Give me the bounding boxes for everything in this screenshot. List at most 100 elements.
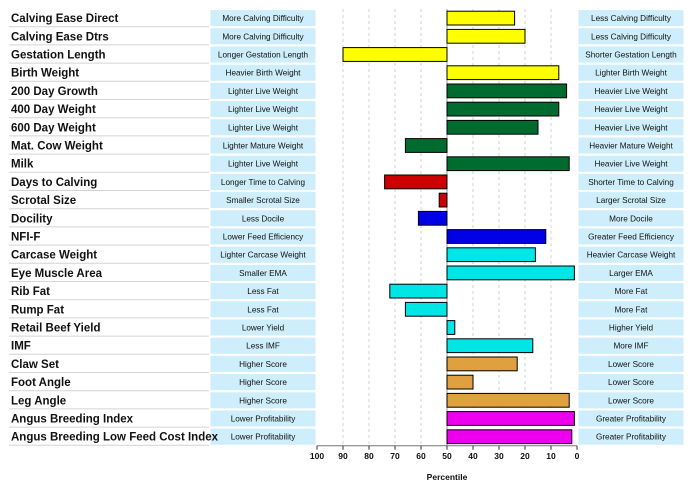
right-descriptor: Heavier Live Weight [594, 87, 668, 96]
left-descriptor-cell [209, 191, 317, 210]
left-descriptor-cell [209, 9, 317, 28]
right-descriptor: Less Calving Difficulty [591, 14, 672, 23]
right-descriptor-cell [577, 191, 685, 210]
left-descriptor: Smaller EMA [239, 269, 287, 278]
tick-label: 40 [468, 451, 478, 461]
left-descriptor: Less Fat [247, 305, 279, 314]
right-descriptor: Heavier Mature Weight [589, 142, 673, 151]
right-descriptor-cell [577, 373, 685, 392]
right-descriptor: More IMF [613, 342, 648, 351]
right-descriptor: Shorter Time to Calving [588, 178, 674, 187]
right-descriptor-cell [577, 300, 685, 319]
trait-row: Angus Breeding Low Feed Cost Index Lower … [9, 427, 685, 446]
tick-label: 30 [494, 451, 504, 461]
percentile-bar [438, 192, 448, 208]
left-descriptor: Lighter Live Weight [228, 105, 299, 114]
right-descriptor-cell [577, 318, 685, 337]
trait-label: Docility [11, 213, 53, 225]
trait-label: Angus Breeding Low Feed Cost Index [11, 432, 219, 444]
percentile-bar [446, 247, 536, 263]
right-descriptor: Lighter Birth Weight [595, 69, 667, 78]
left-descriptor-cell [209, 318, 317, 337]
trait-row: Carcase Weight Lighter Carcase Weight Heav… [9, 245, 685, 264]
right-descriptor: Larger Scrotal Size [596, 196, 666, 205]
left-descriptor: Less Fat [247, 287, 279, 296]
trait-row: Foot Angle Higher Score Lower Score [9, 373, 685, 392]
trait-label: Days to Calving [11, 177, 97, 189]
right-descriptor: Lower Score [608, 360, 654, 369]
trait-label: Carcase Weight [11, 250, 97, 262]
trait-label: Mat. Cow Weight [11, 141, 103, 153]
right-descriptor-cell [577, 354, 685, 373]
left-descriptor-cell [209, 63, 317, 82]
percentile-bar [446, 374, 474, 390]
right-descriptor-cell [577, 282, 685, 301]
trait-rows: Calving Ease Direct More Calving Difficul… [9, 9, 685, 446]
left-descriptor: Smaller Scrotal Size [226, 196, 300, 205]
percentile-bar [446, 156, 570, 172]
bars [342, 10, 575, 445]
right-descriptor-cell [577, 409, 685, 428]
trait-row: Claw Set Higher Score Lower Score [9, 354, 685, 373]
left-descriptor-cell [209, 154, 317, 173]
right-descriptor: Larger EMA [609, 269, 653, 278]
trait-label: Retail Beef Yield [11, 323, 100, 335]
right-descriptor: Lower Score [608, 378, 654, 387]
trait-row: Milk Lighter Live Weight Heavier Live Weig… [9, 154, 685, 173]
percentile-bar [446, 411, 575, 426]
right-descriptor: Heavier Carcase Weight [587, 251, 676, 260]
left-descriptor: More Calving Difficulty [222, 32, 304, 41]
tick-label: 80 [364, 451, 374, 461]
right-descriptor-cell [577, 27, 685, 46]
trait-label: Rib Fat [11, 286, 50, 298]
right-descriptor: More Fat [615, 305, 648, 314]
trait-row: Rib Fat Less Fat More Fat [9, 282, 685, 301]
left-descriptor-cell [209, 300, 317, 319]
left-descriptor-cell [209, 245, 317, 264]
percentile-bar [417, 210, 448, 226]
percentile-bar [446, 320, 456, 335]
right-descriptor: Greater Profitability [596, 433, 667, 442]
left-descriptor: Less Docile [242, 214, 285, 223]
trait-row: Leg Angle Higher Score Lower Score [9, 391, 685, 410]
trait-row: Scrotal Size Smaller Scrotal Size Larger S… [9, 191, 685, 210]
percentile-bar [446, 338, 534, 354]
right-descriptor-cell [577, 154, 685, 173]
left-descriptor-cell [209, 172, 317, 191]
right-descriptor-cell [577, 45, 685, 64]
right-descriptor-cell [577, 100, 685, 119]
percentile-bar [404, 138, 448, 153]
trait-row: Retail Beef Yield Lower Yield Higher Yield [9, 318, 685, 337]
right-descriptor: Heavier Live Weight [594, 160, 668, 169]
left-descriptor-cell [209, 136, 317, 155]
left-descriptor-cell [209, 263, 317, 282]
trait-label: Scrotal Size [11, 195, 76, 207]
left-descriptor-cell [209, 373, 317, 392]
left-descriptor: Lighter Live Weight [228, 160, 299, 169]
percentile-bar [389, 283, 448, 299]
percentile-bar [446, 265, 575, 281]
trait-row: Calving Ease Direct More Calving Difficul… [9, 9, 685, 28]
trait-row: Gestation Length Longer Gestation Length S… [9, 45, 685, 64]
left-descriptor-cell [209, 45, 317, 64]
percentile-bar [446, 229, 547, 244]
trait-label: Angus Breeding Index [11, 414, 134, 426]
right-descriptor: More Fat [615, 287, 648, 296]
trait-label: NFI-F [11, 232, 40, 244]
left-descriptor: Lighter Carcase Weight [220, 251, 306, 260]
trait-row: 400 Day Weight Lighter Live Weight Heavier… [9, 100, 685, 119]
trait-label: Foot Angle [11, 377, 71, 389]
trait-label: 200 Day Growth [11, 86, 98, 98]
left-descriptor: Lighter Live Weight [228, 123, 299, 132]
left-descriptor: Lower Profitability [231, 433, 297, 442]
right-descriptor-cell [577, 81, 685, 100]
right-descriptor: Shorter Gestation Length [585, 51, 677, 60]
right-descriptor-cell [577, 427, 685, 446]
trait-label: Calving Ease Direct [11, 13, 119, 25]
trait-row: Eye Muscle Area Smaller EMA Larger EMA [9, 263, 685, 282]
left-descriptor: Lighter Live Weight [228, 87, 299, 96]
left-descriptor-cell [209, 100, 317, 119]
trait-label: Rump Fat [11, 304, 64, 316]
right-descriptor: Lower Score [608, 396, 654, 405]
